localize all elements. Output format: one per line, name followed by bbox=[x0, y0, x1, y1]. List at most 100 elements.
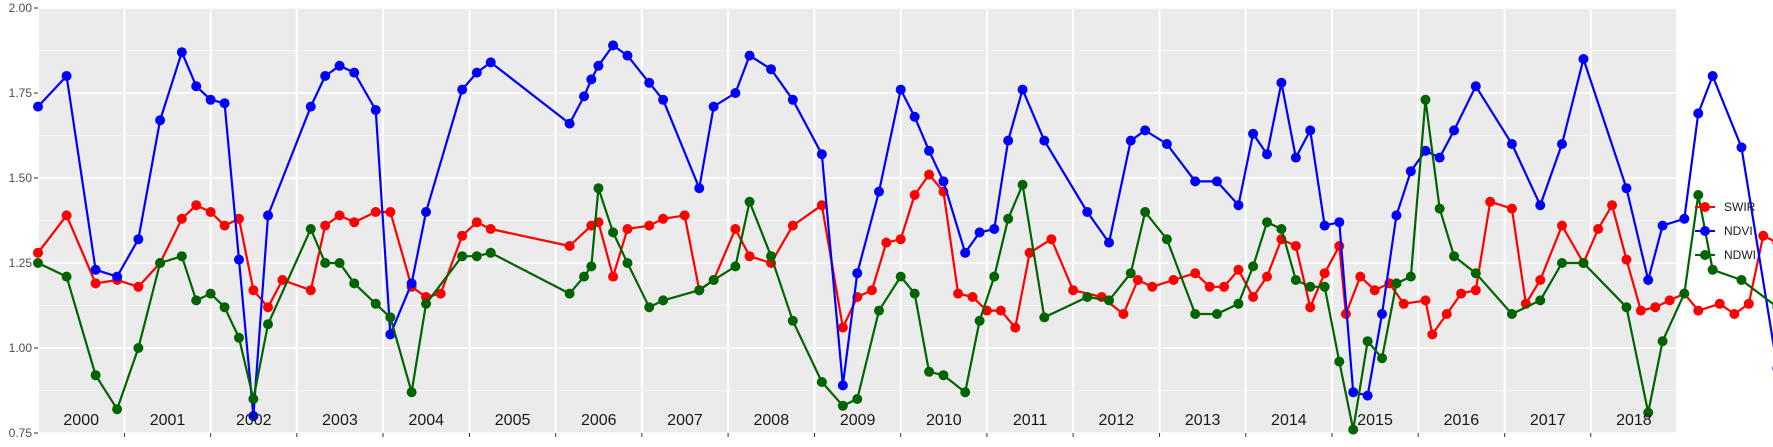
legend-item-swir: SWIR bbox=[1695, 200, 1756, 214]
data-point-ndwi bbox=[1377, 353, 1388, 364]
data-point-ndvi bbox=[1434, 152, 1445, 163]
data-point-swir bbox=[1132, 275, 1143, 285]
data-point-swir bbox=[1650, 302, 1661, 313]
data-point-swir bbox=[1714, 298, 1725, 309]
data-point-ndvi bbox=[1276, 77, 1287, 88]
data-point-ndvi bbox=[938, 176, 949, 187]
data-point-swir bbox=[679, 210, 690, 221]
data-point-ndwi bbox=[485, 247, 496, 258]
data-point-ndvi bbox=[766, 64, 777, 75]
data-point-ndwi bbox=[730, 261, 741, 272]
data-point-swir bbox=[1305, 302, 1316, 313]
data-point-ndwi bbox=[1334, 356, 1345, 367]
data-point-ndvi bbox=[694, 183, 705, 194]
data-point-swir bbox=[1168, 275, 1179, 285]
data-point-swir bbox=[837, 322, 848, 333]
data-point-ndwi bbox=[895, 271, 906, 282]
data-point-ndwi bbox=[305, 224, 316, 234]
year-label: 2000 bbox=[63, 412, 99, 429]
legend-marker-ndvi bbox=[1700, 226, 1710, 236]
data-point-ndwi bbox=[155, 258, 166, 268]
data-point-swir bbox=[995, 305, 1006, 316]
data-point-ndwi bbox=[593, 183, 604, 194]
data-point-swir bbox=[349, 217, 360, 228]
data-point-ndwi bbox=[334, 258, 345, 268]
data-point-swir bbox=[191, 200, 202, 211]
series-layer bbox=[33, 40, 1773, 435]
data-point-ndvi bbox=[730, 88, 741, 98]
data-point-ndvi bbox=[1348, 387, 1359, 398]
data-point-ndvi bbox=[586, 74, 597, 85]
data-point-ndwi bbox=[421, 298, 432, 309]
data-point-swir bbox=[1355, 271, 1366, 282]
data-point-swir bbox=[1556, 220, 1567, 231]
data-point-ndvi bbox=[622, 50, 633, 61]
data-point-swir bbox=[1248, 292, 1259, 302]
year-label: 2009 bbox=[840, 412, 876, 429]
data-point-swir bbox=[471, 217, 482, 228]
data-point-ndvi bbox=[485, 57, 496, 68]
data-point-ndvi bbox=[1334, 217, 1345, 228]
data-point-ndwi bbox=[816, 377, 827, 387]
grid-lines bbox=[37, 7, 1678, 434]
data-point-ndvi bbox=[263, 210, 274, 221]
data-point-ndvi bbox=[248, 411, 259, 421]
data-point-ndwi bbox=[1707, 264, 1718, 275]
data-point-ndwi bbox=[1621, 302, 1632, 313]
data-point-ndwi bbox=[1434, 203, 1445, 214]
y-tick-label: 1.50 bbox=[9, 171, 33, 185]
data-point-ndvi bbox=[1621, 183, 1632, 194]
data-point-swir bbox=[1262, 271, 1273, 282]
data-point-swir bbox=[1046, 234, 1057, 245]
data-point-ndvi bbox=[593, 60, 604, 71]
data-point-ndwi bbox=[1449, 251, 1460, 262]
data-point-ndvi bbox=[421, 207, 432, 217]
data-point-ndwi bbox=[349, 278, 360, 289]
data-point-ndvi bbox=[1082, 207, 1093, 217]
data-point-ndwi bbox=[909, 288, 920, 299]
data-point-swir bbox=[895, 234, 906, 245]
data-point-swir bbox=[1024, 247, 1035, 258]
year-label: 2017 bbox=[1530, 412, 1566, 429]
data-point-ndvi bbox=[370, 105, 381, 115]
data-point-ndvi bbox=[349, 67, 360, 78]
data-point-ndwi bbox=[1305, 281, 1316, 292]
legend-label-swir: SWIR bbox=[1724, 200, 1756, 214]
data-point-ndwi bbox=[1125, 268, 1136, 279]
data-point-ndvi bbox=[816, 149, 827, 160]
data-point-ndwi bbox=[61, 271, 72, 282]
data-point-ndwi bbox=[1736, 275, 1747, 285]
data-point-swir bbox=[909, 190, 920, 200]
data-point-swir bbox=[435, 288, 446, 299]
data-point-swir bbox=[320, 220, 331, 231]
data-point-ndvi bbox=[1305, 125, 1316, 136]
data-point-ndvi bbox=[1405, 166, 1416, 177]
data-point-ndwi bbox=[457, 251, 468, 262]
data-point-swir bbox=[457, 230, 468, 241]
series-line-ndvi bbox=[37, 44, 1773, 418]
data-point-ndwi bbox=[248, 394, 259, 404]
data-point-ndwi bbox=[320, 258, 331, 268]
data-point-ndwi bbox=[579, 271, 590, 282]
data-point-swir bbox=[1204, 281, 1215, 292]
data-point-ndwi bbox=[1319, 281, 1330, 292]
data-point-swir bbox=[1535, 275, 1546, 285]
year-label: 2013 bbox=[1185, 412, 1221, 429]
data-point-ndwi bbox=[938, 370, 949, 381]
data-point-ndvi bbox=[1233, 200, 1244, 211]
data-point-ndwi bbox=[263, 319, 274, 330]
data-point-ndwi bbox=[112, 404, 123, 415]
data-point-swir bbox=[263, 302, 274, 313]
year-label: 2003 bbox=[322, 412, 358, 429]
data-point-swir bbox=[608, 271, 619, 282]
data-point-ndwi bbox=[658, 295, 669, 306]
year-labels: 2000 2001 2002 2003 2004 2005 2006 2007 2008 2009… bbox=[63, 412, 1651, 429]
data-point-ndvi bbox=[205, 94, 216, 105]
data-point-ndvi bbox=[406, 278, 417, 289]
data-point-ndwi bbox=[176, 251, 187, 262]
y-tick-label: 1.00 bbox=[9, 341, 33, 355]
data-point-ndvi bbox=[1377, 309, 1388, 319]
data-point-swir bbox=[1456, 288, 1467, 299]
data-point-ndwi bbox=[233, 332, 244, 343]
